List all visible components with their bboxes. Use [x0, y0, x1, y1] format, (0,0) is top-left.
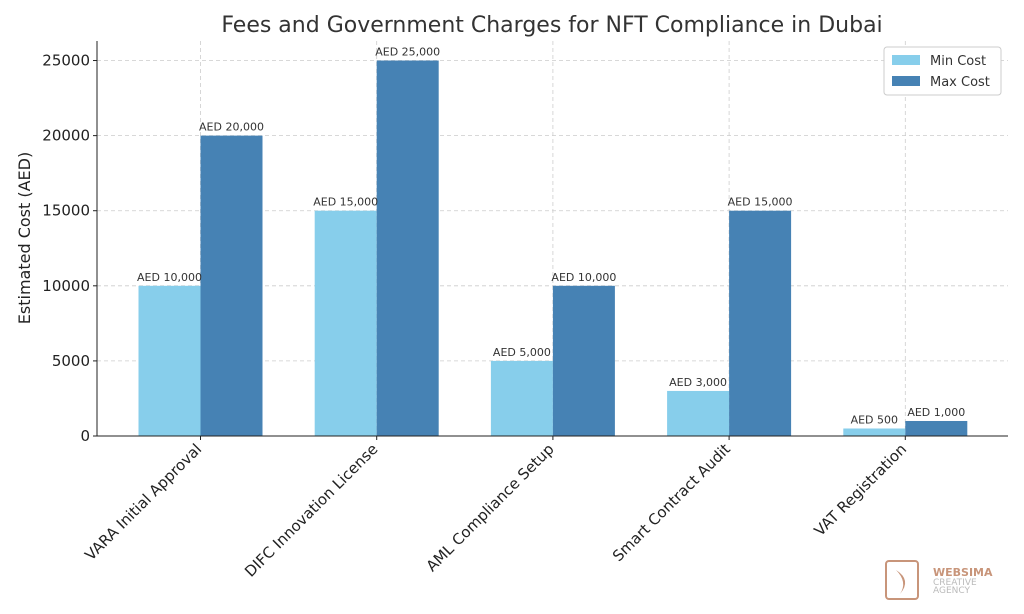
x-tick-label: AML Compliance Setup [423, 440, 558, 575]
bar-min [667, 390, 730, 436]
data-label: AED 1,000 [907, 406, 965, 419]
data-label: AED 10,000 [551, 271, 616, 284]
bar-max [729, 210, 792, 436]
legend: Min Cost Max Cost [883, 46, 1002, 96]
x-tick-label: VARA Initial Approval [81, 440, 205, 564]
legend-label-max: Max Cost [930, 75, 990, 90]
data-label: AED 20,000 [199, 121, 264, 134]
bar-min [843, 428, 906, 436]
chart-title: Fees and Government Charges for NFT Comp… [221, 13, 882, 38]
bar-max [552, 285, 615, 436]
data-label: AED 500 [851, 413, 898, 426]
y-tick-label: 15000 [42, 202, 90, 220]
legend-label-min: Min Cost [930, 54, 986, 69]
bar-max [376, 60, 439, 436]
watermark-line2: CREATIVE [933, 578, 977, 588]
y-tick-label: 5000 [52, 352, 90, 370]
watermark-line1: WEBSIMA [933, 566, 993, 579]
bar-min [314, 210, 377, 436]
y-axis-label: Estimated Cost (AED) [15, 152, 34, 324]
y-tick-label: 10000 [42, 277, 90, 295]
legend-swatch-max [892, 76, 920, 86]
data-label: AED 3,000 [669, 376, 727, 389]
x-tick-label: DIFC Innovation License [241, 440, 381, 580]
data-label: AED 5,000 [493, 346, 551, 359]
watermark-line3: AGENCY [933, 586, 971, 596]
bar-min [490, 360, 553, 436]
bar-max [200, 135, 263, 437]
data-label: AED 25,000 [375, 46, 440, 59]
legend-swatch-min [892, 55, 920, 65]
x-tick-label: Smart Contract Audit [609, 440, 734, 565]
bar-max [905, 420, 968, 436]
data-label: AED 15,000 [313, 196, 378, 209]
watermark-logo: WEBSIMA CREATIVE AGENCY [885, 560, 993, 600]
y-tick-label: 0 [80, 427, 90, 445]
bar-min [138, 285, 201, 436]
x-tick-label: VAT Registration [811, 440, 911, 540]
y-tick-label: 20000 [42, 127, 90, 145]
data-label: AED 10,000 [137, 271, 202, 284]
y-tick-label: 25000 [42, 52, 90, 70]
data-label: AED 15,000 [728, 196, 793, 209]
